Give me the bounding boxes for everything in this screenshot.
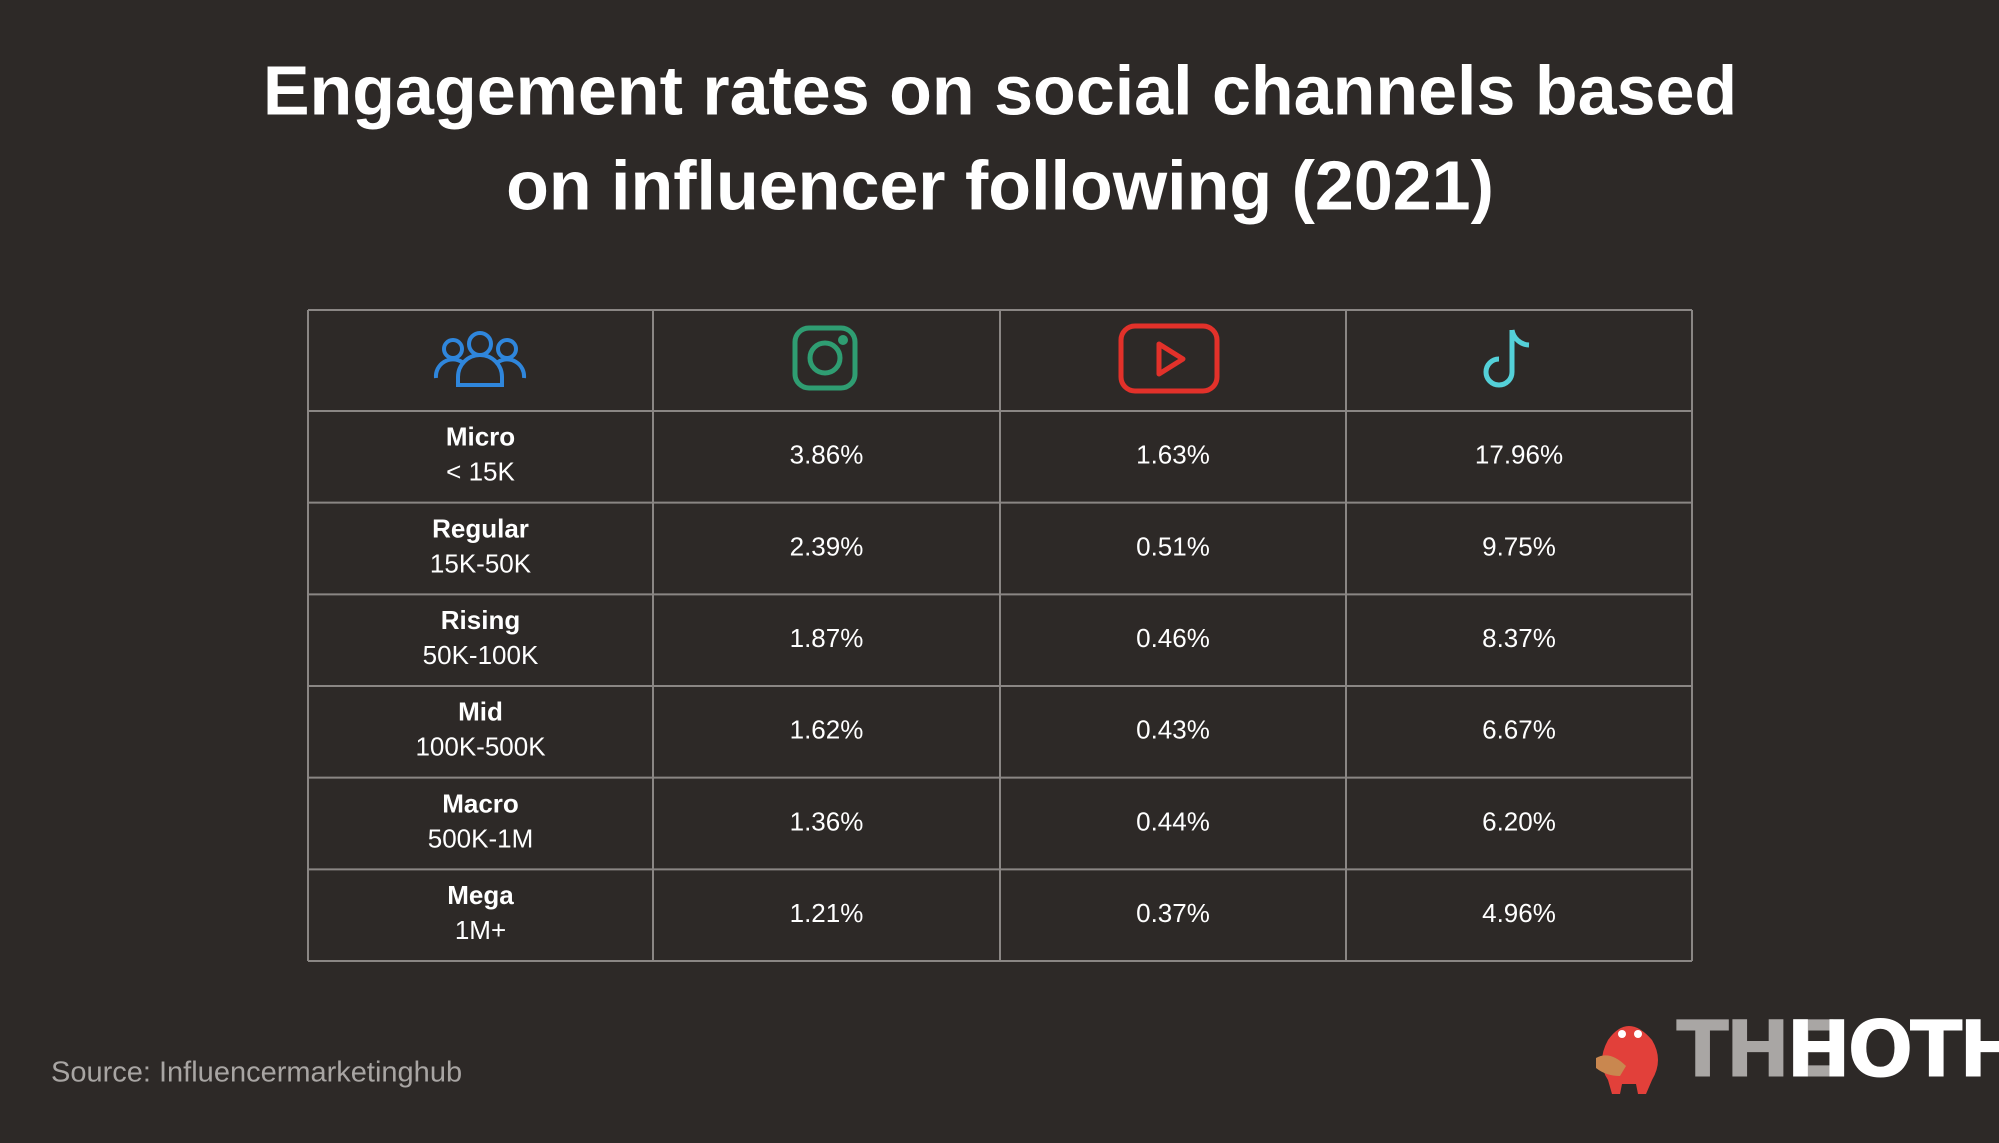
source: Source: Influencermarketinghub (51, 1057, 462, 1089)
logo-eye (1634, 1030, 1642, 1038)
logo-text: THE (1676, 1005, 1836, 1095)
tier-range: 50K-100K (423, 640, 539, 670)
logo-eye (1618, 1030, 1626, 1038)
logo-mascot (1602, 1026, 1658, 1094)
logo-club (1596, 1055, 1626, 1076)
tier-name: Mega (447, 880, 514, 910)
tier-name: Macro (442, 788, 519, 818)
tier-range: 100K-500K (415, 732, 546, 762)
followers-icon (433, 331, 527, 387)
tier-name: Mid (458, 697, 503, 727)
rate-cell: 0.43% (1136, 715, 1210, 745)
rate-cell: 6.67% (1482, 715, 1556, 745)
title-line: on influencer following (2021) (506, 146, 1494, 224)
logo: THE HOTH (1596, 1005, 1999, 1095)
tier-name: Regular (432, 513, 529, 543)
rate-cell: 9.75% (1482, 531, 1556, 561)
rate-cell: 0.44% (1136, 806, 1210, 836)
tier-range: 1M+ (455, 915, 506, 945)
tier-range: < 15K (446, 457, 515, 487)
rate-cell: 1.62% (790, 715, 864, 745)
tier-range: 15K-50K (430, 548, 532, 578)
rate-cell: 17.96% (1475, 440, 1563, 470)
rate-cell: 0.51% (1136, 531, 1210, 561)
rate-cell: 1.63% (1136, 440, 1210, 470)
tier-range: 500K-1M (428, 823, 534, 853)
rate-cell: 1.87% (790, 623, 864, 653)
rate-cell: 3.86% (790, 440, 864, 470)
rate-cell: 6.20% (1482, 806, 1556, 836)
rate-cell: 1.36% (790, 806, 864, 836)
rate-cell: 0.37% (1136, 898, 1210, 928)
tiktok-icon (1483, 329, 1530, 388)
rate-cell: 4.96% (1482, 898, 1556, 928)
rate-cell: 0.46% (1136, 623, 1210, 653)
title-line: Engagement rates on social channels base… (263, 51, 1737, 129)
instagram-icon (792, 325, 858, 391)
youtube-icon (1118, 323, 1220, 394)
rate-cell: 1.21% (790, 898, 864, 928)
tier-name: Micro (446, 422, 515, 452)
rate-cell: 8.37% (1482, 623, 1556, 653)
rate-cell: 2.39% (790, 531, 864, 561)
tier-name: Rising (441, 605, 520, 635)
logo-text: HOTH (1786, 1005, 1999, 1095)
